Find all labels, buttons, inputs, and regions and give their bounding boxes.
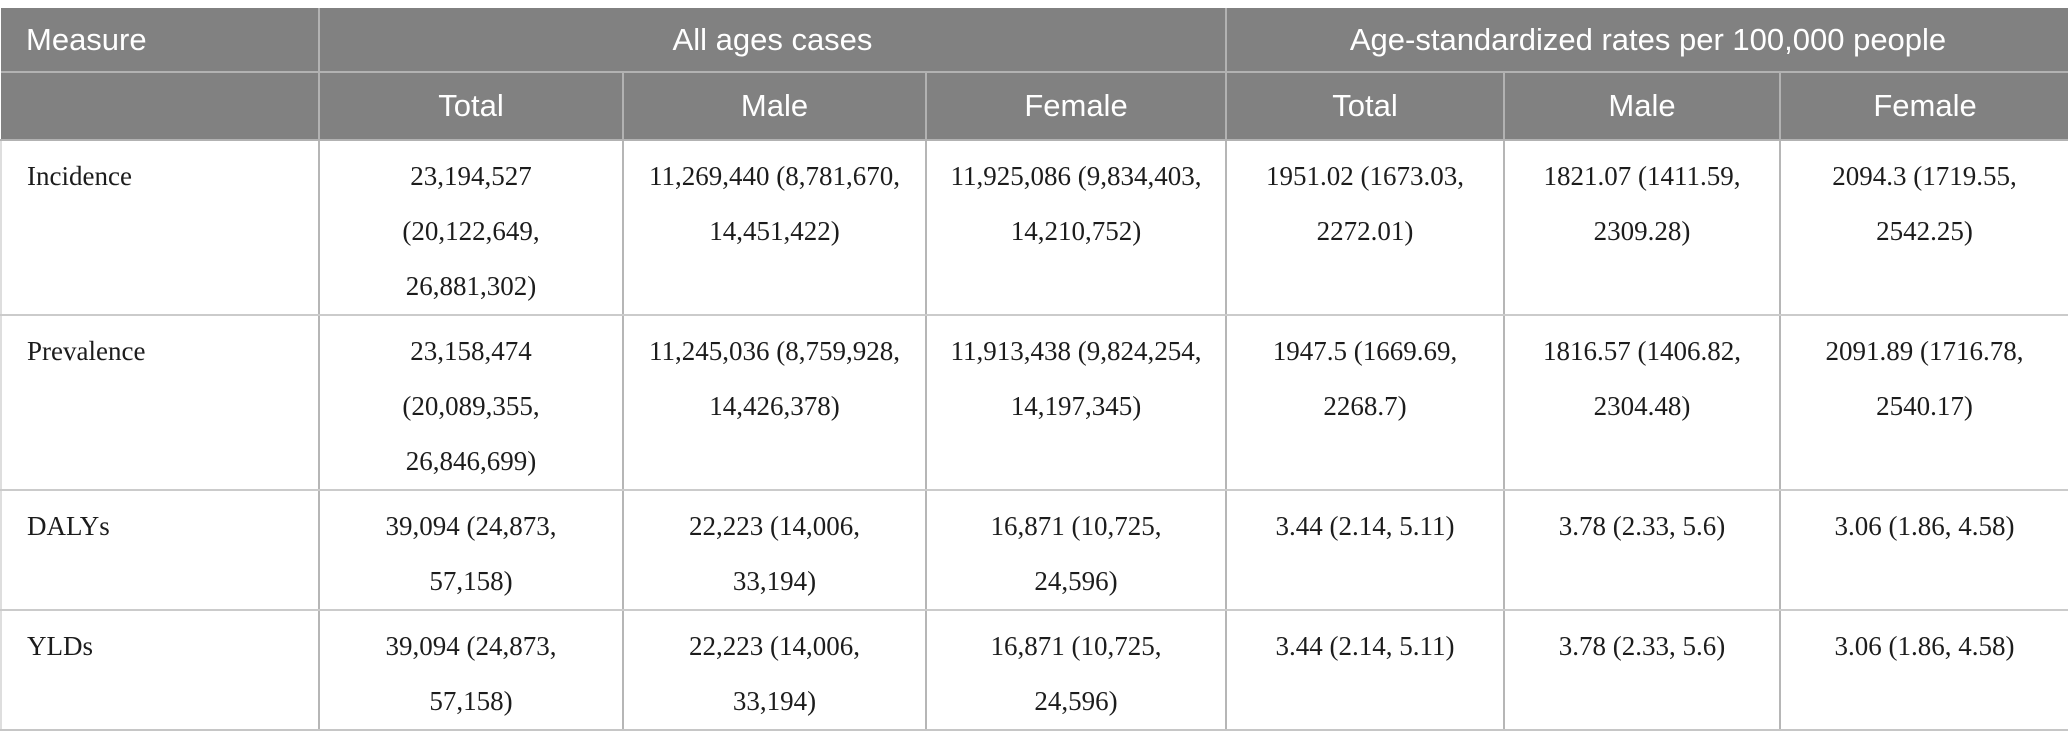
data-cell-asr-total: 1947.5 (1669.69, 2268.7) [1225,314,1505,491]
subheader-all-ages-total: Total [318,72,624,141]
column-header-measure: Measure [1,8,320,73]
subheader-asr-female: Female [1778,72,2068,141]
data-cell-all-ages-total: 23,158,474 (20,089,355, 26,846,699) [318,314,624,491]
header-sub-row: Total Male Female Total Male Female [1,72,2068,141]
measure-cell: YLDs [0,609,320,731]
data-cell-asr-male: 3.78 (2.33, 5.6) [1503,609,1781,731]
data-cell-all-ages-male: 11,245,036 (8,759,928, 14,426,378) [622,314,927,491]
measure-cell: DALYs [0,489,320,611]
header-group-row: Measure All ages cases Age-standardized … [1,8,2068,73]
data-cell-asr-female: 3.06 (1.86, 4.58) [1778,609,2068,731]
data-cell-asr-male: 3.78 (2.33, 5.6) [1503,489,1781,611]
subheader-all-ages-male: Male [622,72,927,141]
data-cell-all-ages-male: 11,269,440 (8,781,670, 14,451,422) [622,139,927,316]
data-cell-asr-male: 1821.07 (1411.59, 2309.28) [1503,139,1781,316]
table-body: Incidence 23,194,527 (20,122,649, 26,881… [0,139,2068,731]
measure-cell: Prevalence [0,314,320,491]
subheader-asr-total: Total [1225,72,1505,141]
data-cell-asr-female: 3.06 (1.86, 4.58) [1778,489,2068,611]
column-group-age-standardized-rates: Age-standardized rates per 100,000 peopl… [1224,8,2068,73]
data-cell-all-ages-total: 39,094 (24,873, 57,158) [318,609,624,731]
data-cell-all-ages-female: 16,871 (10,725, 24,596) [925,609,1227,731]
data-cell-asr-male: 1816.57 (1406.82, 2304.48) [1503,314,1781,491]
table-row-prevalence: Prevalence 23,158,474 (20,089,355, 26,84… [0,314,2068,491]
data-cell-asr-total: 3.44 (2.14, 5.11) [1225,489,1505,611]
data-cell-all-ages-female: 11,913,438 (9,824,254, 14,197,345) [925,314,1227,491]
subheader-asr-male: Male [1503,72,1781,141]
measure-subheader-spacer [1,72,320,141]
data-cell-asr-total: 1951.02 (1673.03, 2272.01) [1225,139,1505,316]
table-header: Measure All ages cases Age-standardized … [1,8,2068,141]
measure-cell: Incidence [0,139,320,316]
data-cell-all-ages-total: 39,094 (24,873, 57,158) [318,489,624,611]
data-cell-all-ages-female: 11,925,086 (9,834,403, 14,210,752) [925,139,1227,316]
table-row-incidence: Incidence 23,194,527 (20,122,649, 26,881… [0,139,2068,316]
data-cell-all-ages-male: 22,223 (14,006, 33,194) [622,489,927,611]
data-cell-asr-female: 2091.89 (1716.78, 2540.17) [1778,314,2068,491]
table-row-ylds: YLDs 39,094 (24,873, 57,158) 22,223 (14,… [0,609,2068,731]
measures-data-table: Measure All ages cases Age-standardized … [0,8,2068,731]
subheader-all-ages-female: Female [925,72,1227,141]
data-cell-all-ages-male: 22,223 (14,006, 33,194) [622,609,927,731]
data-cell-all-ages-female: 16,871 (10,725, 24,596) [925,489,1227,611]
data-cell-asr-female: 2094.3 (1719.55, 2542.25) [1778,139,2068,316]
table-row-dalys: DALYs 39,094 (24,873, 57,158) 22,223 (14… [0,489,2068,611]
column-group-all-ages-cases: All ages cases [318,8,1227,73]
data-cell-all-ages-total: 23,194,527 (20,122,649, 26,881,302) [318,139,624,316]
data-cell-asr-total: 3.44 (2.14, 5.11) [1225,609,1505,731]
